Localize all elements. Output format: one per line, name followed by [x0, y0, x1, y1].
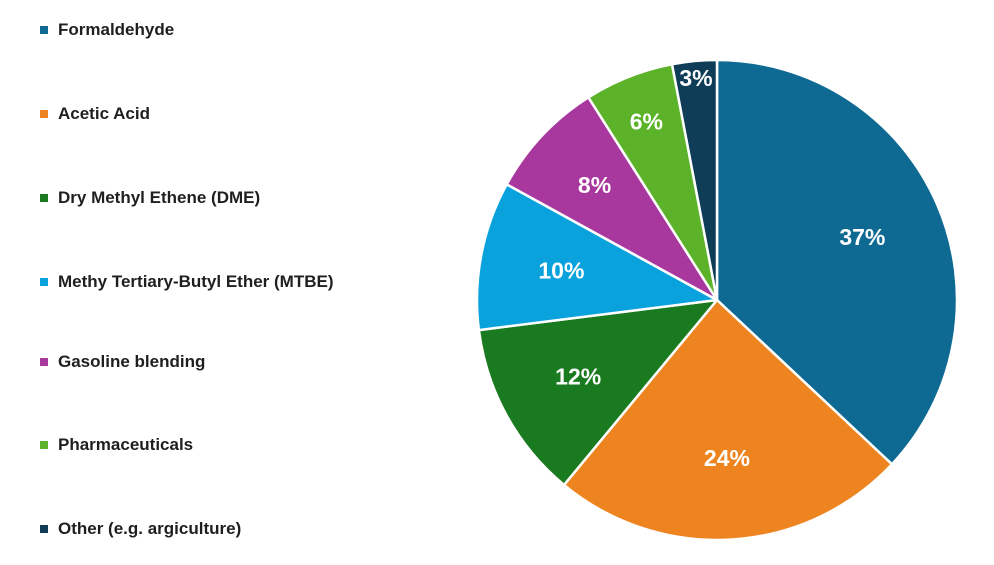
- legend-swatch: [40, 110, 48, 118]
- legend-item: Dry Methyl Ethene (DME): [40, 186, 260, 210]
- chart-legend: Formaldehyde Acetic Acid Dry Methyl Ethene…: [40, 0, 460, 565]
- pie-slice: [477, 298, 719, 487]
- legend-label: Formaldehyde: [58, 20, 175, 39]
- legend-item: Acetic Acid: [40, 102, 150, 126]
- pie-slice: [670, 58, 719, 302]
- legend-label: Gasoline blending: [58, 352, 206, 371]
- legend-swatch: [40, 194, 48, 202]
- legend-label: Dry Methyl Ethene (DME): [58, 188, 261, 207]
- slice-value-label: 12%: [555, 363, 601, 389]
- pie-slice: [475, 183, 719, 332]
- legend-item: Methy Tertiary-Butyl Ether (MTBE): [40, 270, 334, 294]
- slice-value-label: 3%: [679, 65, 712, 91]
- legend-swatch: [40, 525, 48, 533]
- legend-label: Other (e.g. argiculture): [58, 519, 242, 538]
- legend-label: Pharmaceuticals: [58, 435, 194, 454]
- slice-labels: 37% 24% 12% 10% 8% 6% 3%: [538, 65, 885, 471]
- slice-value-label: 8%: [578, 172, 611, 198]
- slice-value-label: 6%: [630, 108, 663, 134]
- legend-item: Other (e.g. argiculture): [40, 517, 241, 541]
- pie-slice: [505, 96, 719, 302]
- legend-swatch: [40, 278, 48, 286]
- pie-slice: [562, 298, 894, 542]
- legend-label: Methy Tertiary-Butyl Ether (MTBE): [58, 272, 334, 291]
- pie-slice: [715, 58, 959, 466]
- legend-item: Pharmaceuticals: [40, 433, 193, 457]
- legend-swatch: [40, 441, 48, 449]
- legend-item: Gasoline blending: [40, 350, 205, 374]
- slice-value-label: 10%: [538, 257, 584, 283]
- legend-swatch: [40, 358, 48, 366]
- legend-swatch: [40, 26, 48, 34]
- slice-value-label: 24%: [704, 445, 750, 471]
- slice-value-label: 37%: [839, 224, 885, 250]
- legend-item: Formaldehyde: [40, 18, 174, 42]
- legend-label: Acetic Acid: [58, 104, 150, 123]
